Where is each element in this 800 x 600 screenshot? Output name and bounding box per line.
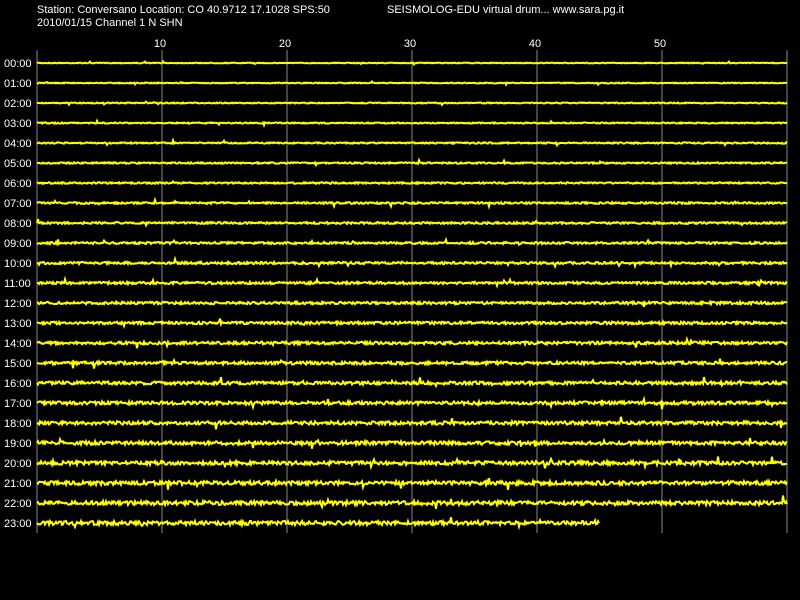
- x-tick-label: 50: [654, 38, 666, 50]
- trace: [36, 179, 788, 186]
- row-label: 16:00: [4, 378, 32, 390]
- row-label: 11:00: [4, 278, 31, 290]
- x-tick-label: 30: [404, 38, 416, 50]
- trace: [36, 416, 788, 430]
- app-info: SEISMOLOG-EDU virtual drum... www.sara.p…: [387, 4, 624, 16]
- row-label: 00:00: [4, 58, 32, 70]
- trace: [36, 137, 788, 148]
- row-label: 02:00: [4, 98, 32, 110]
- row-label: 19:00: [4, 438, 32, 450]
- trace: [36, 236, 788, 247]
- row-label: 23:00: [4, 518, 32, 530]
- row-label: 03:00: [4, 118, 32, 130]
- x-tick-label: 20: [279, 38, 291, 50]
- trace: [36, 196, 788, 210]
- row-label: 05:00: [4, 158, 32, 170]
- row-label: 08:00: [4, 218, 32, 230]
- trace: [36, 376, 788, 389]
- row-label: 04:00: [4, 138, 32, 150]
- trace: [36, 100, 788, 107]
- trace: [36, 517, 600, 531]
- row-label: 09:00: [4, 238, 32, 250]
- trace: [36, 436, 788, 449]
- row-label: 14:00: [4, 338, 32, 350]
- row-label: 21:00: [4, 478, 32, 490]
- trace: [36, 299, 788, 308]
- station-info: Station: Conversano Location: CO 40.9712…: [37, 4, 330, 16]
- trace: [36, 456, 788, 471]
- trace: [36, 118, 788, 129]
- row-label: 10:00: [4, 258, 32, 270]
- trace: [36, 275, 788, 289]
- row-label: 22:00: [4, 498, 32, 510]
- trace: [36, 157, 788, 168]
- trace: [36, 318, 788, 330]
- row-label: 01:00: [4, 78, 32, 90]
- row-label: 18:00: [4, 418, 32, 430]
- row-label: 07:00: [4, 198, 32, 210]
- trace: [36, 335, 788, 349]
- row-label: 06:00: [4, 178, 32, 190]
- row-label: 20:00: [4, 458, 32, 470]
- trace: [36, 495, 788, 511]
- trace: [36, 395, 788, 411]
- row-label: 12:00: [4, 298, 32, 310]
- x-tick-label: 40: [529, 38, 541, 50]
- trace: [36, 255, 788, 270]
- row-label: 13:00: [4, 318, 32, 330]
- x-tick-label: 10: [154, 38, 166, 50]
- trace: [36, 357, 788, 369]
- trace: [36, 218, 788, 228]
- row-label: 17:00: [4, 398, 32, 410]
- date-channel: 2010/01/15 Channel 1 N SHN: [37, 17, 183, 29]
- plot: 10 20 30 40 50 00:00 01:00 02:00 03:00 04:00 05:00…: [4, 38, 788, 533]
- row-label: 15:00: [4, 358, 32, 370]
- trace: [36, 477, 788, 492]
- trace: [36, 79, 788, 87]
- trace: [36, 59, 788, 67]
